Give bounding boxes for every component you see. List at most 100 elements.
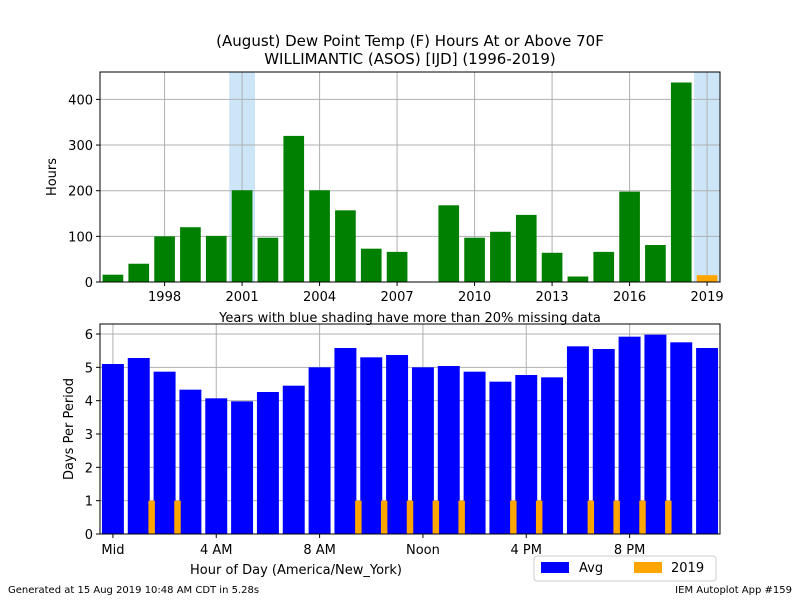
- year-2019-bar: [613, 500, 620, 534]
- year-2019-bar: [665, 500, 672, 534]
- hours-bar: [541, 252, 563, 282]
- avg-bar: [437, 366, 460, 534]
- avg-bar: [670, 342, 693, 534]
- avg-bar: [489, 381, 512, 534]
- hours-bar: [593, 251, 615, 282]
- hours-bar: [309, 190, 330, 282]
- hours-bar: [490, 231, 511, 282]
- footer-generated: Generated at 15 Aug 2019 10:48 AM CDT in…: [8, 585, 260, 596]
- bottom-y-tick-label: 2: [85, 461, 93, 476]
- avg-bar: [205, 398, 228, 534]
- avg-bar: [463, 371, 486, 534]
- avg-bar: [644, 334, 667, 534]
- bottom-x-tick-label: 8 AM: [303, 543, 336, 558]
- top-y-tick-label: 300: [68, 139, 93, 154]
- hours-bar: [670, 82, 692, 282]
- bottom-y-tick-label: 3: [85, 428, 93, 443]
- hours-bar: [205, 235, 227, 282]
- year-2019-bar: [148, 500, 155, 534]
- avg-bar: [282, 385, 305, 534]
- bottom-x-tick-label: 4 PM: [511, 543, 542, 558]
- bottom-y-tick-label: 0: [85, 528, 93, 543]
- top-y-tick-label: 0: [85, 276, 93, 291]
- avg-bar: [256, 392, 279, 534]
- hours-bar: [257, 237, 279, 282]
- year-2019-bar: [510, 500, 517, 534]
- avg-bar: [360, 357, 383, 534]
- hours-bar: [128, 263, 150, 282]
- avg-bar: [541, 377, 564, 534]
- top-x-tick-label: 2007: [381, 290, 414, 305]
- year-2019-bar: [174, 500, 181, 534]
- year-2019-bar: [587, 500, 595, 534]
- avg-bar: [515, 375, 538, 534]
- legend-label-2019: 2019: [671, 561, 704, 576]
- avg-bar: [618, 336, 641, 534]
- avg-bar: [386, 355, 409, 534]
- bottom-y-tick-label: 1: [85, 495, 93, 510]
- year-2019-bar: [380, 500, 388, 534]
- legend-label-avg: Avg: [579, 561, 603, 576]
- top-y-tick-label: 100: [68, 230, 93, 245]
- bottom-y-label: Days Per Period: [62, 378, 77, 480]
- avg-bar: [179, 389, 202, 534]
- top-y-tick-label: 400: [68, 93, 93, 108]
- avg-bar: [231, 401, 254, 534]
- hours-bar: [231, 190, 253, 282]
- hours-bar: [619, 191, 640, 282]
- bottom-panel: Mid 4 AM 8 AM Noon 4 PM 8 PM 0 1 2 3 4 5 6 Hour of D…: [62, 323, 721, 578]
- hours-bar: [360, 248, 382, 282]
- bottom-x-tick-label: Noon: [406, 543, 440, 558]
- top-x-tick-label: 1998: [148, 290, 181, 305]
- year-2019-bar: [458, 500, 465, 534]
- footer-app-id: IEM Autoplot App #159: [675, 585, 792, 596]
- bottom-x-tick-label: 4 AM: [200, 543, 233, 558]
- avg-bar: [308, 367, 331, 534]
- top-x-tick-label: 2004: [303, 290, 336, 305]
- legend-swatch-2019: [634, 562, 662, 573]
- top-x-tick-label: 2010: [458, 290, 491, 305]
- bottom-y-tick-label: 6: [85, 328, 93, 343]
- avg-bar: [696, 348, 719, 534]
- avg-bar: [592, 349, 615, 534]
- top-y-label: Hours: [45, 158, 60, 196]
- hours-bar: [464, 237, 485, 282]
- avg-bar: [411, 367, 434, 534]
- top-x-tick-label: 2019: [691, 290, 724, 305]
- year-2019-bar: [432, 500, 440, 534]
- top-x-tick-label: 2001: [226, 290, 259, 305]
- hours-bar: [335, 210, 356, 282]
- avg-bar: [153, 371, 176, 534]
- avg-bar: [127, 358, 150, 534]
- avg-bar: [101, 364, 124, 534]
- chart-subtitle: WILLIMANTIC (ASOS) [IJD] (1996-2019): [264, 50, 556, 68]
- top-x-tick-label: 2016: [613, 290, 646, 305]
- bottom-x-label: Hour of Day (America/New_York): [190, 563, 402, 578]
- chart-title: (August) Dew Point Temp (F) Hours At or …: [216, 32, 604, 50]
- bottom-y-tick-label: 5: [85, 361, 93, 376]
- top-y-tick-label: 200: [68, 185, 93, 200]
- top-x-tick-label: 2013: [536, 290, 569, 305]
- year-2019-bar: [406, 500, 414, 534]
- hours-bar: [102, 274, 124, 282]
- legend: Avg 2019: [533, 555, 717, 582]
- year-2019-bar: [639, 500, 646, 534]
- top-panel: 1998 2001 2004 2007 2010 2013 2016 2019 0 100 200 3…: [45, 71, 724, 326]
- bottom-x-tick-label: 8 PM: [614, 543, 645, 558]
- hours-bar: [515, 214, 537, 282]
- year-2019-bar: [535, 500, 543, 534]
- hours-bar: [438, 205, 460, 282]
- avg-bar: [334, 348, 357, 534]
- hours-bar: [154, 236, 175, 282]
- hours-bar: [696, 275, 718, 282]
- legend-swatch-avg: [541, 562, 569, 573]
- top-axes-frame: [99, 71, 721, 283]
- hours-bar: [180, 227, 201, 282]
- hours-bar: [567, 276, 589, 282]
- bottom-axes-frame: [99, 323, 721, 535]
- bottom-y-tick-label: 4: [85, 395, 93, 410]
- hours-bar: [283, 135, 305, 282]
- legend-box: [533, 555, 717, 582]
- year-2019-bar: [355, 500, 362, 534]
